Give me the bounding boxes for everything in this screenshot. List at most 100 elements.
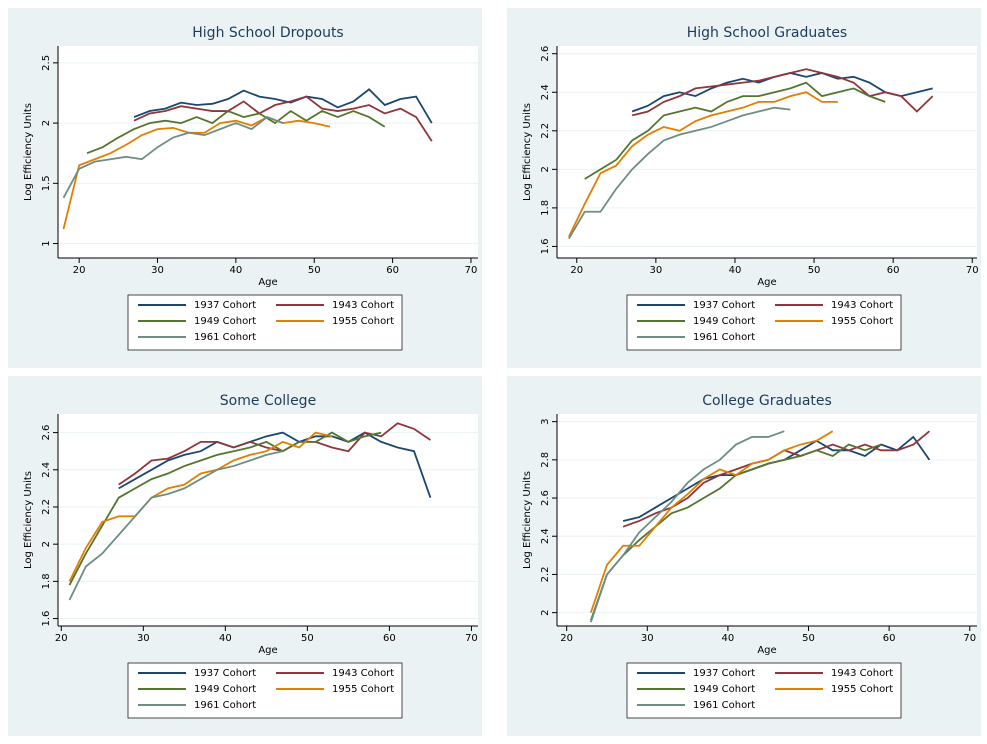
panel: Some College 1.6 1.8 2 2.2 2.4 2.6 20 30 40 50 60 70… bbox=[8, 376, 482, 736]
y-axis-label: Log Efficiency Units bbox=[522, 103, 533, 201]
y-tick-label: 2.2 bbox=[540, 123, 551, 139]
series-line bbox=[62, 116, 331, 230]
legend-label: 1949 Cohort bbox=[194, 316, 256, 327]
chart-title: Some College bbox=[220, 393, 316, 409]
legend-label: 1955 Cohort bbox=[831, 684, 893, 695]
legend-label: 1949 Cohort bbox=[693, 316, 755, 327]
legend-label: 1943 Cohort bbox=[831, 300, 893, 311]
x-tick-label: 60 bbox=[386, 265, 399, 276]
y-tick-label: 2 bbox=[540, 609, 551, 615]
legend-label: 1955 Cohort bbox=[332, 684, 394, 695]
legend-label: 1961 Cohort bbox=[693, 700, 755, 711]
series-line bbox=[584, 81, 886, 180]
legend-label: 1943 Cohort bbox=[831, 668, 893, 679]
y-tick-label: 2.5 bbox=[41, 55, 52, 71]
panel: College Graduates 2 2.2 2.4 2.6 2.8 3 20 30 40 50 6… bbox=[507, 376, 981, 736]
legend-label: 1943 Cohort bbox=[332, 668, 394, 679]
series-line bbox=[118, 422, 431, 486]
series-line bbox=[86, 109, 386, 155]
y-tick-label: 2 bbox=[41, 541, 52, 547]
series-line bbox=[62, 116, 284, 199]
chart-title: High School Dropouts bbox=[192, 25, 343, 41]
series-line bbox=[590, 430, 785, 623]
y-axis-label: Log Efficiency Units bbox=[522, 471, 533, 569]
y-tick-label: 1.8 bbox=[41, 573, 52, 589]
legend-label: 1949 Cohort bbox=[693, 684, 755, 695]
series-line bbox=[133, 88, 433, 124]
x-axis-label: Age bbox=[757, 277, 776, 288]
x-tick-label: 60 bbox=[883, 633, 896, 644]
x-tick-label: 50 bbox=[802, 633, 815, 644]
x-tick-label: 20 bbox=[570, 265, 583, 276]
y-tick-label: 2 bbox=[540, 166, 551, 172]
legend-label: 1937 Cohort bbox=[693, 668, 755, 679]
chart-title: College Graduates bbox=[702, 393, 832, 409]
x-tick-label: 30 bbox=[137, 633, 150, 644]
legend-label: 1961 Cohort bbox=[194, 700, 256, 711]
x-tick-label: 70 bbox=[465, 633, 478, 644]
y-axis-label: Log Efficiency Units bbox=[23, 103, 34, 201]
legend-label: 1955 Cohort bbox=[332, 316, 394, 327]
series-line bbox=[68, 431, 382, 586]
x-tick-label: 30 bbox=[151, 265, 164, 276]
x-tick-label: 60 bbox=[887, 265, 900, 276]
y-tick-label: 2.8 bbox=[540, 452, 551, 468]
x-tick-label: 30 bbox=[641, 633, 654, 644]
y-tick-label: 2.2 bbox=[540, 566, 551, 582]
x-tick-label: 70 bbox=[963, 633, 976, 644]
series-line bbox=[590, 430, 834, 613]
x-tick-label: 50 bbox=[308, 265, 321, 276]
legend-label: 1961 Cohort bbox=[693, 332, 755, 343]
legend-label: 1943 Cohort bbox=[332, 300, 394, 311]
x-axis-label: Age bbox=[757, 645, 776, 656]
y-tick-label: 2.4 bbox=[540, 528, 551, 544]
plot-area bbox=[58, 46, 478, 258]
series-line bbox=[568, 106, 791, 240]
y-tick-label: 1.6 bbox=[540, 238, 551, 254]
y-tick-label: 2.4 bbox=[41, 462, 52, 478]
y-tick-label: 1 bbox=[41, 240, 52, 246]
plot-area bbox=[58, 414, 478, 626]
series-line bbox=[133, 95, 433, 142]
y-tick-label: 3 bbox=[540, 418, 551, 424]
x-tick-label: 50 bbox=[301, 633, 314, 644]
x-tick-label: 70 bbox=[465, 265, 478, 276]
y-tick-label: 2.6 bbox=[540, 490, 551, 506]
x-tick-label: 50 bbox=[808, 265, 821, 276]
legend-label: 1937 Cohort bbox=[693, 300, 755, 311]
legend-label: 1961 Cohort bbox=[194, 332, 256, 343]
x-tick-label: 40 bbox=[729, 265, 742, 276]
x-tick-label: 20 bbox=[55, 633, 68, 644]
x-tick-label: 40 bbox=[230, 265, 243, 276]
x-tick-label: 40 bbox=[722, 633, 735, 644]
x-axis-label: Age bbox=[258, 277, 277, 288]
y-tick-label: 2.6 bbox=[41, 425, 52, 441]
series-line bbox=[118, 431, 432, 498]
legend-label: 1937 Cohort bbox=[194, 300, 256, 311]
legend-label: 1937 Cohort bbox=[194, 668, 256, 679]
y-tick-label: 2.6 bbox=[540, 46, 551, 62]
y-tick-label: 2.4 bbox=[540, 84, 551, 100]
legend-label: 1955 Cohort bbox=[831, 316, 893, 327]
x-tick-label: 70 bbox=[966, 265, 979, 276]
x-tick-label: 40 bbox=[219, 633, 232, 644]
chart-title: High School Graduates bbox=[687, 25, 847, 41]
series-line bbox=[68, 450, 283, 601]
panel: High School Graduates 1.6 1.8 2 2.2 2.4 2.6 20 3… bbox=[507, 8, 981, 368]
legend-label: 1949 Cohort bbox=[194, 684, 256, 695]
x-tick-label: 20 bbox=[560, 633, 573, 644]
x-tick-label: 30 bbox=[650, 265, 663, 276]
y-axis-label: Log Efficiency Units bbox=[23, 471, 34, 569]
y-tick-label: 1.8 bbox=[540, 200, 551, 216]
y-tick-label: 2 bbox=[41, 120, 52, 126]
series-line bbox=[68, 431, 333, 582]
y-tick-label: 1.6 bbox=[41, 611, 52, 627]
series-line bbox=[631, 68, 934, 117]
x-tick-label: 20 bbox=[73, 265, 86, 276]
plot-area bbox=[557, 414, 977, 626]
x-tick-label: 60 bbox=[383, 633, 396, 644]
series-line bbox=[568, 91, 838, 238]
y-tick-label: 2.2 bbox=[41, 499, 52, 515]
y-tick-label: 1.5 bbox=[41, 175, 52, 191]
